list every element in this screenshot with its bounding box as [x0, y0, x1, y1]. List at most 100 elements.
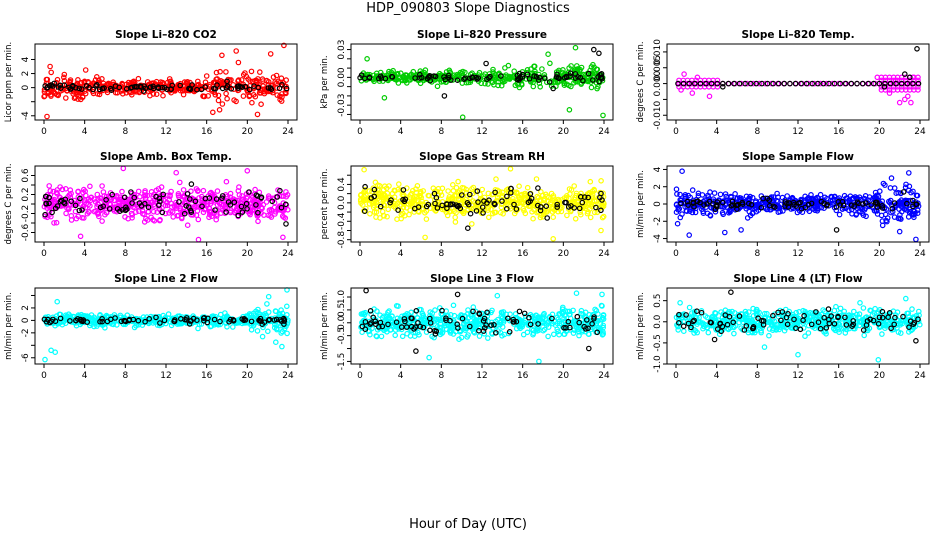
- data-point: [550, 85, 557, 92]
- data-point: [556, 331, 562, 338]
- data-point: [599, 291, 605, 298]
- data-point: [239, 316, 246, 322]
- data-point: [879, 222, 886, 229]
- data-point: [103, 209, 110, 216]
- y-tick-label: 0.005: [653, 55, 663, 81]
- data-point: [833, 227, 840, 233]
- data-point: [582, 328, 589, 335]
- data-point: [473, 208, 480, 214]
- data-point: [777, 208, 783, 215]
- data-point: [477, 191, 483, 198]
- data-point: [492, 189, 498, 196]
- data-point: [837, 202, 844, 208]
- data-point: [594, 85, 600, 92]
- data-point: [485, 81, 491, 87]
- data-point: [915, 80, 922, 87]
- data-point: [498, 201, 505, 208]
- data-point: [805, 330, 812, 336]
- data-point: [203, 73, 210, 79]
- data-point: [480, 328, 487, 334]
- x-tick-label: 20: [558, 371, 570, 381]
- data-point: [910, 80, 916, 87]
- data-point: [251, 83, 257, 90]
- data-point: [61, 199, 67, 206]
- data-point: [585, 194, 592, 201]
- data-point: [235, 188, 242, 194]
- data-point: [432, 200, 438, 207]
- data-point: [711, 190, 718, 196]
- data-point: [842, 80, 849, 87]
- data-point: [269, 198, 276, 205]
- data-point: [281, 42, 287, 49]
- data-point: [51, 220, 57, 226]
- data-point: [430, 318, 437, 325]
- data-point: [525, 199, 532, 206]
- data-point: [689, 90, 696, 96]
- data-point: [870, 195, 876, 202]
- data-point: [230, 317, 237, 324]
- x-tick-label: 4: [82, 127, 88, 137]
- data-point: [87, 197, 94, 204]
- data-point: [267, 213, 273, 219]
- data-point: [677, 191, 683, 198]
- data-point: [75, 213, 82, 220]
- x-tick-label: 20: [874, 249, 886, 259]
- data-point: [900, 189, 907, 195]
- data-point: [464, 225, 471, 232]
- data-point: [148, 214, 154, 221]
- data-point: [161, 317, 168, 324]
- data-point: [491, 70, 497, 77]
- data-point: [678, 200, 684, 207]
- data-points: [673, 168, 922, 243]
- data-point: [419, 198, 425, 205]
- data-point: [820, 80, 827, 87]
- data-point: [762, 80, 769, 87]
- data-point: [521, 319, 527, 326]
- data-point: [527, 191, 534, 197]
- data-point: [142, 200, 148, 207]
- data-point: [554, 326, 561, 333]
- data-point: [813, 201, 820, 208]
- data-point: [901, 96, 908, 103]
- data-point: [570, 307, 576, 314]
- y-tick-label: 0: [653, 201, 663, 207]
- data-point: [673, 186, 680, 193]
- data-point: [534, 202, 541, 209]
- data-point: [505, 62, 512, 69]
- data-point: [150, 201, 157, 208]
- data-point: [582, 326, 589, 332]
- data-point: [859, 80, 866, 87]
- data-point: [213, 69, 220, 76]
- data-point: [520, 331, 527, 338]
- data-point: [857, 208, 863, 215]
- data-point: [458, 208, 465, 215]
- data-point: [806, 208, 813, 215]
- y-axis-label: percent per min.: [320, 169, 330, 240]
- data-point: [254, 111, 261, 118]
- data-point: [474, 188, 481, 194]
- data-point: [385, 309, 391, 316]
- data-point: [476, 325, 483, 331]
- y-axis-label: ml/min per min.: [4, 292, 14, 360]
- data-points: [41, 165, 291, 243]
- x-tick-label: 12: [476, 127, 487, 137]
- data-point: [367, 321, 374, 327]
- data-point: [576, 328, 582, 335]
- data-point: [580, 77, 586, 84]
- data-point: [510, 198, 517, 205]
- data-point: [188, 181, 195, 187]
- data-point: [881, 84, 888, 90]
- data-point: [420, 188, 427, 194]
- data-point: [194, 86, 200, 93]
- data-point: [857, 205, 863, 212]
- data-point: [586, 197, 593, 204]
- data-point: [598, 302, 605, 309]
- data-point: [246, 86, 253, 93]
- data-point: [389, 73, 395, 80]
- y-tick-label: -2: [21, 328, 31, 337]
- data-point: [527, 321, 534, 328]
- data-point: [848, 80, 855, 87]
- data-point: [252, 199, 259, 206]
- data-point: [447, 201, 454, 207]
- x-tick-label: 16: [201, 371, 213, 381]
